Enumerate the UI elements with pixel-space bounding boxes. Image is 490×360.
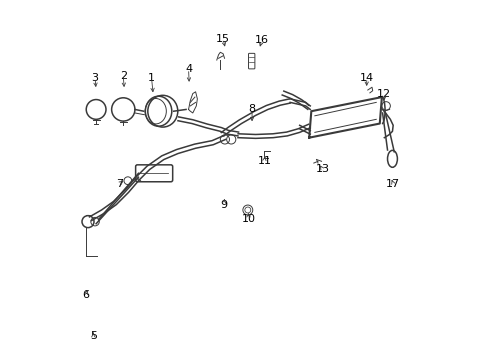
Text: 2: 2 (120, 71, 127, 81)
Text: 5: 5 (90, 331, 97, 341)
Text: 3: 3 (92, 73, 98, 83)
Text: 17: 17 (386, 179, 400, 189)
Text: 16: 16 (255, 35, 269, 45)
Text: 12: 12 (377, 89, 392, 99)
Text: 7: 7 (116, 179, 123, 189)
Text: 6: 6 (82, 290, 89, 300)
Text: 13: 13 (316, 165, 330, 174)
Text: 15: 15 (216, 34, 230, 44)
Text: 14: 14 (360, 73, 374, 83)
Text: 8: 8 (248, 104, 256, 114)
Text: 11: 11 (257, 156, 271, 166)
Text: 9: 9 (220, 200, 227, 210)
Text: 4: 4 (185, 64, 192, 74)
Text: 1: 1 (148, 73, 155, 83)
Text: 10: 10 (242, 214, 255, 224)
